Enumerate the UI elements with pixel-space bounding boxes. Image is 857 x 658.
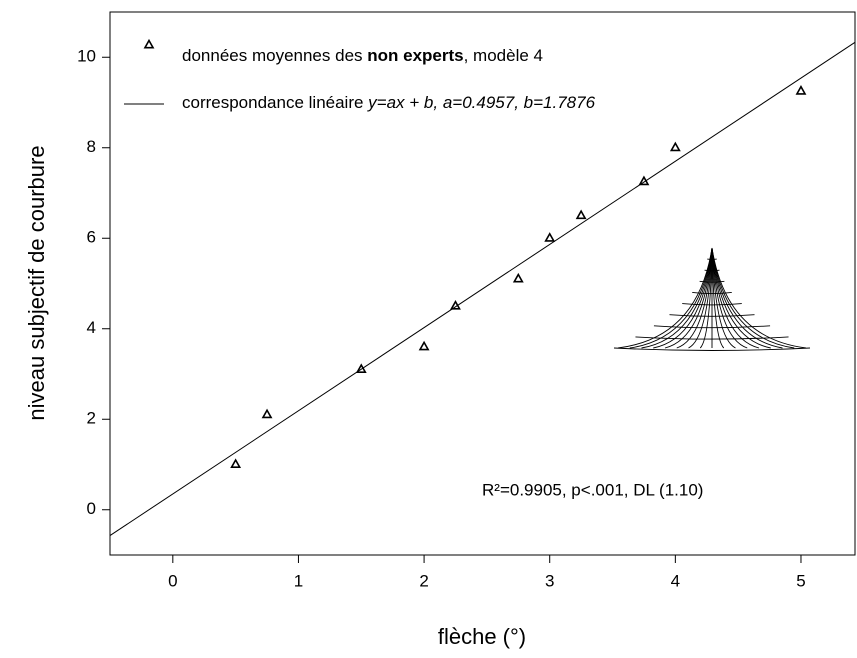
- x-axis-label: flèche (°): [438, 624, 526, 649]
- data-point: [261, 408, 273, 419]
- mesh-line: [629, 247, 713, 349]
- y-axis-label: niveau subjectif de courbure: [24, 145, 49, 420]
- mesh-ring: [704, 269, 720, 272]
- data-point: [638, 175, 650, 186]
- y-tick-label: 0: [87, 499, 96, 518]
- inset-mesh: [613, 247, 811, 351]
- legend-entry: correspondance linéaire y=ax + b, a=0.49…: [182, 93, 596, 112]
- plot-frame: [109, 11, 856, 556]
- data-point: [512, 272, 524, 283]
- data-point: [669, 141, 681, 152]
- mesh-line: [664, 247, 713, 349]
- data-point: [544, 232, 556, 242]
- legend-text: données moyennes des: [182, 46, 367, 65]
- x-tick-label: 5: [796, 571, 805, 590]
- mesh-line: [699, 247, 713, 349]
- mesh-line: [617, 247, 713, 349]
- mesh-line: [676, 247, 713, 349]
- data-point: [795, 85, 807, 95]
- data-point: [355, 363, 367, 373]
- mesh-line: [711, 247, 771, 349]
- mesh-line: [711, 247, 760, 349]
- mesh-ring: [635, 336, 789, 340]
- y-tick-label: 4: [87, 318, 96, 337]
- mesh-ring: [692, 291, 732, 295]
- y-tick-label: 8: [87, 137, 96, 156]
- x-tick-label: 1: [294, 571, 303, 590]
- y-tick-label: 10: [77, 47, 96, 66]
- mesh-line: [711, 247, 807, 349]
- mesh-line: [641, 247, 713, 349]
- mesh-ring: [653, 325, 771, 329]
- legend-text: , modèle 4: [464, 46, 543, 65]
- legend-text: non experts: [367, 46, 463, 65]
- x-tick-label: 4: [671, 571, 680, 590]
- x-tick-label: 3: [545, 571, 554, 590]
- legend-entry: données moyennes des non experts, modèle…: [182, 46, 543, 65]
- mesh-ring: [699, 280, 725, 283]
- mesh-line: [653, 247, 713, 349]
- mesh-ring: [669, 314, 755, 317]
- data-point: [418, 340, 430, 351]
- annotation: R²=0.9905, p<.001, DL (1.10): [482, 480, 703, 499]
- data-point: [575, 209, 587, 220]
- x-tick-label: 2: [419, 571, 428, 590]
- y-tick-label: 2: [87, 409, 96, 428]
- mesh-ring: [682, 303, 742, 306]
- legend-text: correspondance linéaire: [182, 93, 368, 112]
- legend-text: y=ax + b, a=0.4957, b=1.7876: [367, 93, 595, 112]
- mesh-line: [711, 247, 783, 349]
- mesh-line: [711, 247, 725, 349]
- y-tick-label: 6: [87, 228, 96, 247]
- fit-line: [109, 41, 856, 536]
- mesh-ring: [613, 347, 811, 351]
- x-tick-label: 0: [168, 571, 177, 590]
- legend-marker: [143, 38, 155, 49]
- mesh-line: [688, 247, 713, 349]
- data-point: [230, 458, 242, 468]
